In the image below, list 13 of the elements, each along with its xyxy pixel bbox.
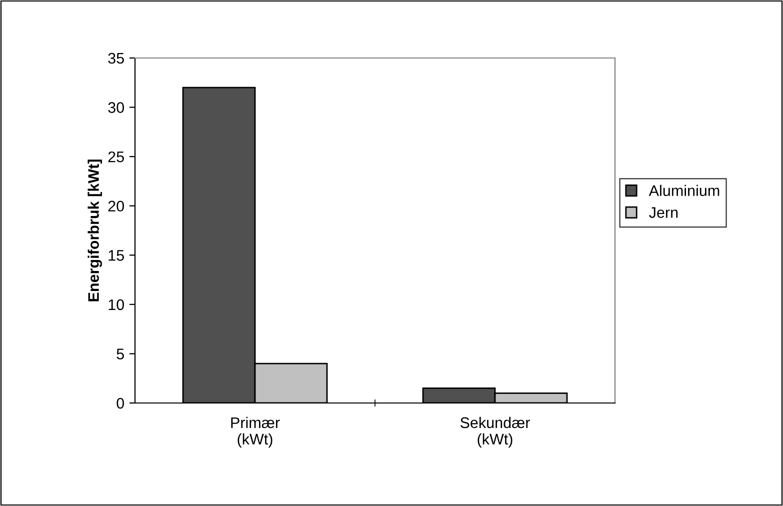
- x-tick-label: Sekundær (kWt): [460, 416, 530, 448]
- y-tick-label: 10: [108, 299, 124, 310]
- y-axis-title: Energiforbruk [kWt]: [88, 160, 102, 302]
- y-tick-label: 0: [116, 398, 124, 409]
- y-tick-label: 30: [108, 102, 124, 113]
- legend-label: Aluminium: [648, 184, 720, 196]
- x-tick-label: Primær (kWt): [231, 416, 280, 448]
- y-tick-label: 5: [116, 348, 124, 360]
- y-tick-label: 25: [108, 151, 124, 162]
- y-tick-label: 35: [108, 52, 124, 64]
- y-tick-label: 20: [108, 200, 124, 212]
- y-tick-label: 15: [108, 250, 124, 261]
- legend-label: Jern: [649, 207, 678, 218]
